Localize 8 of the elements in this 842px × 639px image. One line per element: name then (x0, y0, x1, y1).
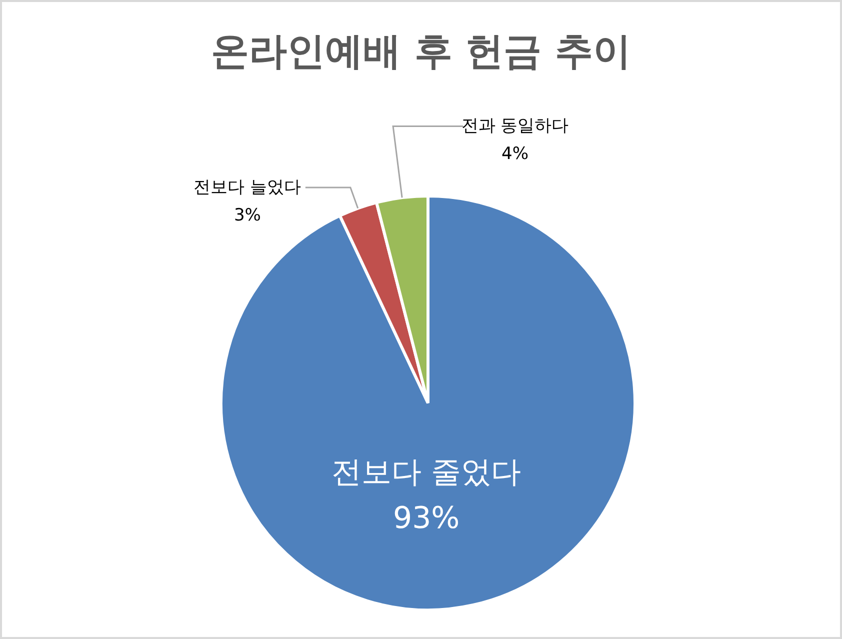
data-label: 4% (502, 144, 529, 164)
data-label: 3% (234, 206, 261, 226)
slice-label: 전보다 줄었다 (332, 454, 522, 490)
pie-slice (220, 194, 636, 612)
data-label: 93% (392, 500, 460, 536)
chart-title: 온라인예배 후 헌금 추이 (211, 29, 631, 73)
slice-label: 전보다 늘었다 (194, 178, 302, 198)
slice-label: 전과 동일하다 (461, 116, 569, 136)
